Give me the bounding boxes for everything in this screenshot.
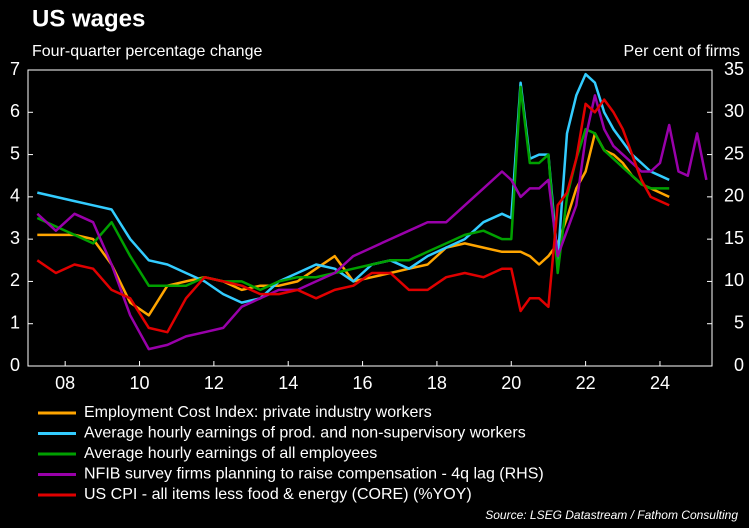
legend-label: Average hourly earnings of all employees — [84, 445, 377, 462]
chart-title: US wages — [32, 5, 145, 32]
y-tick-label: 4 — [10, 186, 20, 206]
legend-label: US CPI - all items less food & energy (C… — [84, 486, 472, 503]
y-tick-label: 1 — [10, 312, 20, 332]
series-line — [37, 132, 670, 317]
y-tick-label: 7 — [10, 59, 20, 79]
series-line — [36, 94, 708, 351]
plot-frame — [27, 69, 713, 367]
x-tick-label: 16 — [353, 373, 373, 393]
x-tick-label: 18 — [427, 373, 447, 393]
legend-label: Average hourly earnings of prod. and non… — [84, 425, 526, 442]
x-tick-label: 10 — [130, 373, 150, 393]
y2-tick-label: 25 — [724, 143, 744, 163]
y2-tick-label: 30 — [724, 101, 744, 121]
legend-label: Employment Cost Index: private industry … — [84, 404, 432, 421]
subtitle: Four-quarter percentage change — [32, 43, 262, 60]
source: Source: LSEG Datastream / Fathom Consult… — [485, 508, 738, 522]
x-tick-label: 24 — [650, 373, 670, 393]
x-tick-label: 14 — [278, 373, 298, 393]
x-tick-label: 20 — [501, 373, 521, 393]
series-line — [36, 85, 670, 292]
series-line — [36, 98, 670, 334]
y-tick-label: 3 — [10, 228, 20, 248]
x-tick-label: 22 — [576, 373, 596, 393]
y-tick-label: 0 — [10, 355, 20, 375]
x-tick-label: 12 — [204, 373, 224, 393]
y2-tick-label: 5 — [734, 312, 744, 332]
y2-tick-label: 0 — [734, 355, 744, 375]
y2-axis-label: Per cent of firms — [624, 43, 740, 60]
y2-tick-label: 35 — [724, 59, 744, 79]
y2-tick-label: 15 — [724, 228, 744, 248]
y2-tick-label: 10 — [724, 270, 744, 290]
y-tick-label: 5 — [10, 143, 20, 163]
y-tick-label: 6 — [10, 101, 20, 121]
y-tick-label: 2 — [10, 270, 20, 290]
legend-label: NFIB survey firms planning to raise comp… — [84, 466, 544, 483]
x-tick-label: 08 — [55, 373, 75, 393]
series-line — [37, 72, 670, 304]
y2-tick-label: 20 — [724, 186, 744, 206]
